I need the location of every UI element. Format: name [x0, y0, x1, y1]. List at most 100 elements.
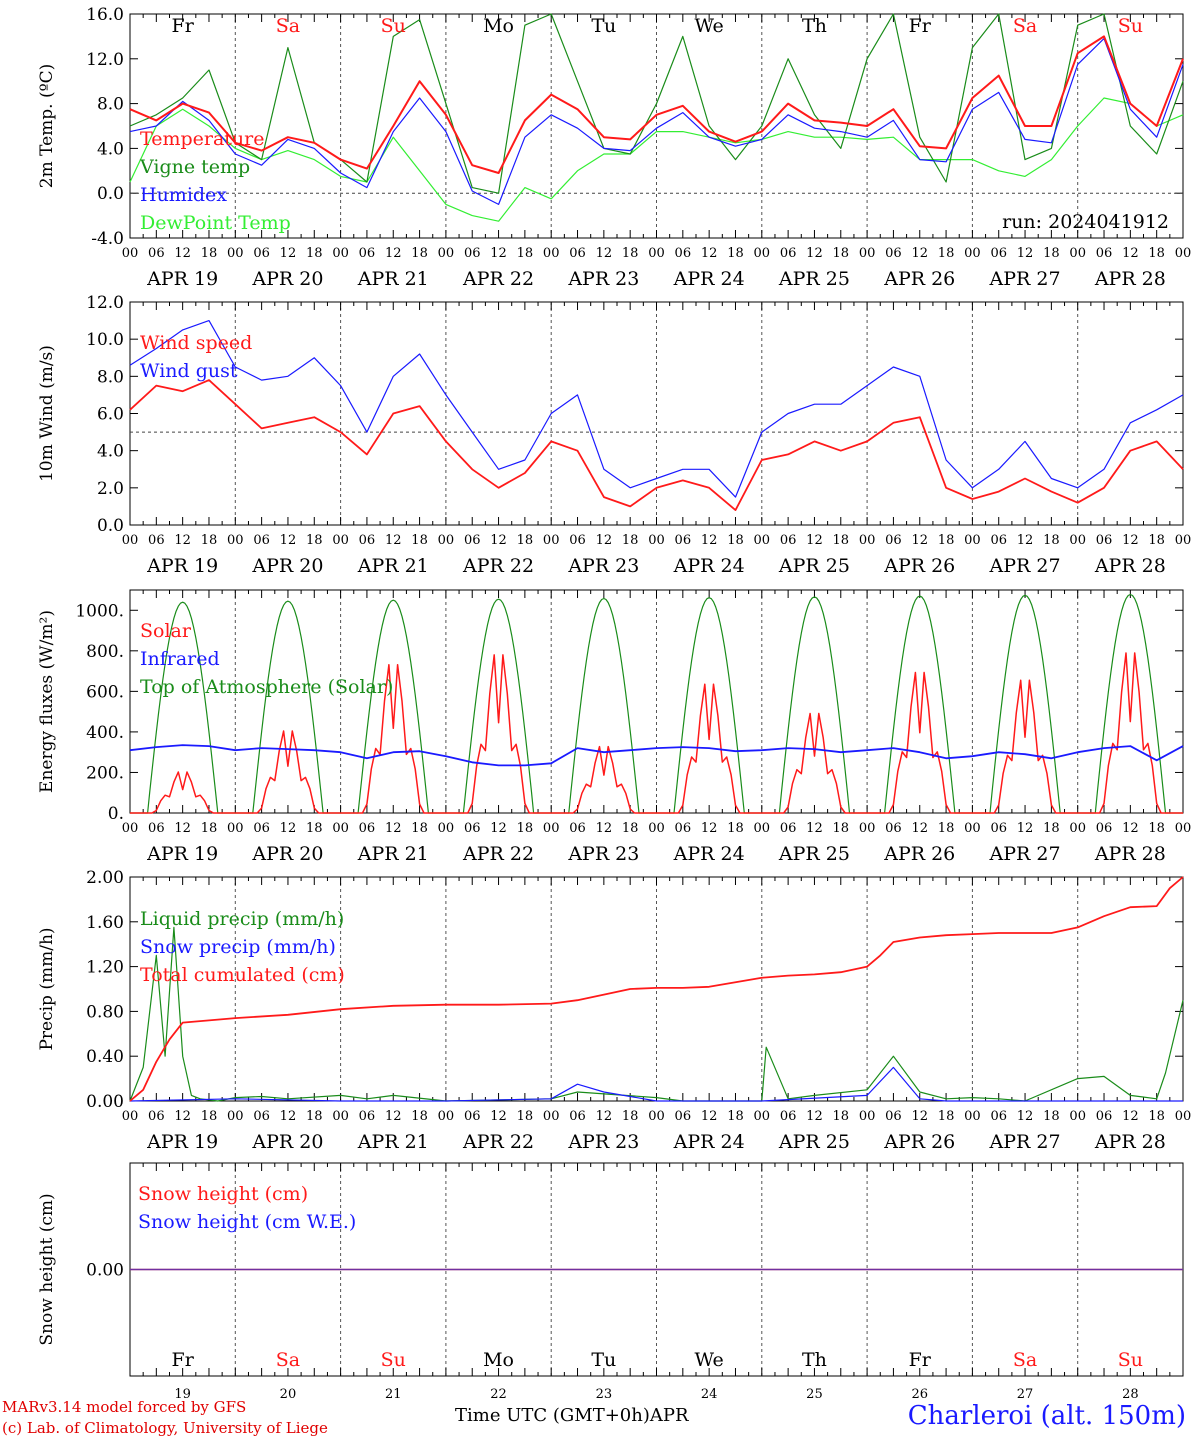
hour-tick-label: 00 — [859, 533, 876, 548]
hour-tick-label: 18 — [938, 246, 955, 261]
y-axis-label: Snow height (cm) — [37, 1193, 57, 1345]
hour-tick-label: 12 — [701, 821, 718, 836]
day-number: 19 — [174, 1387, 191, 1402]
date-label: APR 22 — [462, 1131, 534, 1153]
hour-tick-label: 12 — [385, 1109, 402, 1124]
hour-tick-label: 18 — [201, 533, 218, 548]
y-tick-label: 0.00 — [86, 1261, 124, 1281]
hour-tick-label: 00 — [543, 533, 560, 548]
hour-tick-label: 18 — [727, 821, 744, 836]
hour-tick-label: 12 — [806, 246, 823, 261]
hour-tick-label: 00 — [438, 246, 455, 261]
hour-tick-label: 00 — [1069, 533, 1086, 548]
hour-tick-label: 12 — [280, 246, 297, 261]
date-label: APR 20 — [251, 1131, 323, 1153]
y-tick-label: 10.0 — [86, 330, 124, 350]
hour-tick-label: 18 — [306, 1109, 323, 1124]
date-label: APR 27 — [989, 268, 1061, 290]
hour-tick-label: 06 — [359, 821, 376, 836]
hour-tick-label: 12 — [280, 533, 297, 548]
hour-tick-label: 06 — [464, 821, 481, 836]
hour-tick-label: 12 — [806, 533, 823, 548]
hour-tick-label: 12 — [280, 821, 297, 836]
hour-tick-label: 06 — [885, 533, 902, 548]
solar-curve — [972, 679, 1078, 814]
hour-tick-label: 06 — [675, 533, 692, 548]
day-name: Fr — [909, 15, 932, 37]
hour-tick-label: 00 — [122, 533, 139, 548]
y-tick-label: 1.60 — [86, 913, 124, 933]
hour-tick-label: 18 — [727, 1109, 744, 1124]
hour-tick-label: 00 — [754, 246, 771, 261]
legend-entry: Vigne temp — [139, 156, 250, 178]
hour-tick-label: 18 — [622, 246, 639, 261]
infrared-line — [129, 744, 1184, 767]
run-annotation: run: 2024041912 — [1002, 211, 1169, 233]
hour-tick-label: 18 — [727, 533, 744, 548]
hour-tick-label: 12 — [596, 821, 613, 836]
hour-tick-label: 00 — [332, 821, 349, 836]
date-label: APR 26 — [883, 1131, 955, 1153]
day-name: Tu — [591, 1349, 616, 1371]
y-tick-label: 1.20 — [86, 958, 124, 978]
hour-tick-label: 18 — [938, 821, 955, 836]
date-label: APR 26 — [883, 843, 955, 865]
hour-tick-label: 18 — [1148, 246, 1165, 261]
legend-entry: Humidex — [140, 184, 227, 206]
day-number: 27 — [1017, 1387, 1034, 1402]
legend-entry: Top of Atmosphere (Solar) — [140, 676, 393, 698]
toa-curve — [235, 600, 341, 814]
y-tick-label: 0.0 — [97, 184, 124, 204]
hour-tick-label: 12 — [701, 1109, 718, 1124]
date-label: APR 21 — [357, 1131, 429, 1153]
solar-curve — [235, 730, 341, 814]
date-label: APR 19 — [146, 843, 218, 865]
legend-entry: Snow height (cm) — [138, 1183, 308, 1205]
hour-tick-label: 12 — [1122, 533, 1139, 548]
hour-tick-label: 06 — [359, 246, 376, 261]
hour-tick-label: 18 — [306, 533, 323, 548]
hour-tick-label: 12 — [911, 533, 928, 548]
day-name: Sa — [276, 15, 300, 37]
day-name: Tu — [591, 15, 616, 37]
date-label: APR 22 — [462, 843, 534, 865]
hour-tick-label: 12 — [490, 821, 507, 836]
hour-tick-label: 06 — [359, 1109, 376, 1124]
hour-tick-label: 12 — [1122, 246, 1139, 261]
hour-tick-label: 18 — [517, 821, 534, 836]
date-label: APR 23 — [567, 1131, 639, 1153]
snow-panel: 0.00 Snow height (cm) Snow height (cm) Snow… — [37, 1162, 1184, 1402]
toa-curve — [551, 597, 657, 814]
time-axis-text: Time UTC (GMT+0h) — [455, 1405, 650, 1426]
day-name: Mo — [483, 1349, 514, 1371]
hour-tick-label: 00 — [964, 246, 981, 261]
day-name: Su — [1118, 1349, 1143, 1371]
hour-tick-label: 18 — [622, 821, 639, 836]
hour-tick-label: 00 — [227, 533, 244, 548]
y-tick-label: 0.0 — [97, 516, 124, 536]
day-name: Su — [1118, 15, 1143, 37]
hour-tick-label: 06 — [569, 1109, 586, 1124]
hour-tick-label: 18 — [306, 821, 323, 836]
hour-tick-label: 00 — [332, 246, 349, 261]
hour-tick-label: 12 — [806, 1109, 823, 1124]
day-name: Fr — [909, 1349, 932, 1371]
date-label: APR 23 — [567, 555, 639, 577]
date-label: APR 25 — [778, 843, 850, 865]
series-line — [129, 1066, 1183, 1102]
hour-tick-label: 12 — [1017, 1109, 1034, 1124]
plot-frame — [129, 301, 1184, 526]
hour-tick-label: 18 — [938, 533, 955, 548]
date-label: APR 28 — [1094, 843, 1166, 865]
date-label: APR 26 — [883, 268, 955, 290]
y-tick-label: 0.80 — [86, 1002, 124, 1022]
hour-tick-label: 12 — [911, 246, 928, 261]
wind-panel: 0.0 2.0 4.0 6.0 8.0 10.0 12.0 10m Wind (m/s) Win… — [37, 293, 1191, 577]
day-number: 28 — [1122, 1387, 1139, 1402]
hour-tick-label: 18 — [411, 533, 428, 548]
hour-tick-label: 06 — [990, 1109, 1007, 1124]
hour-tick-label: 06 — [675, 246, 692, 261]
day-number: 25 — [806, 1387, 823, 1402]
date-label: APR 24 — [673, 1131, 745, 1153]
